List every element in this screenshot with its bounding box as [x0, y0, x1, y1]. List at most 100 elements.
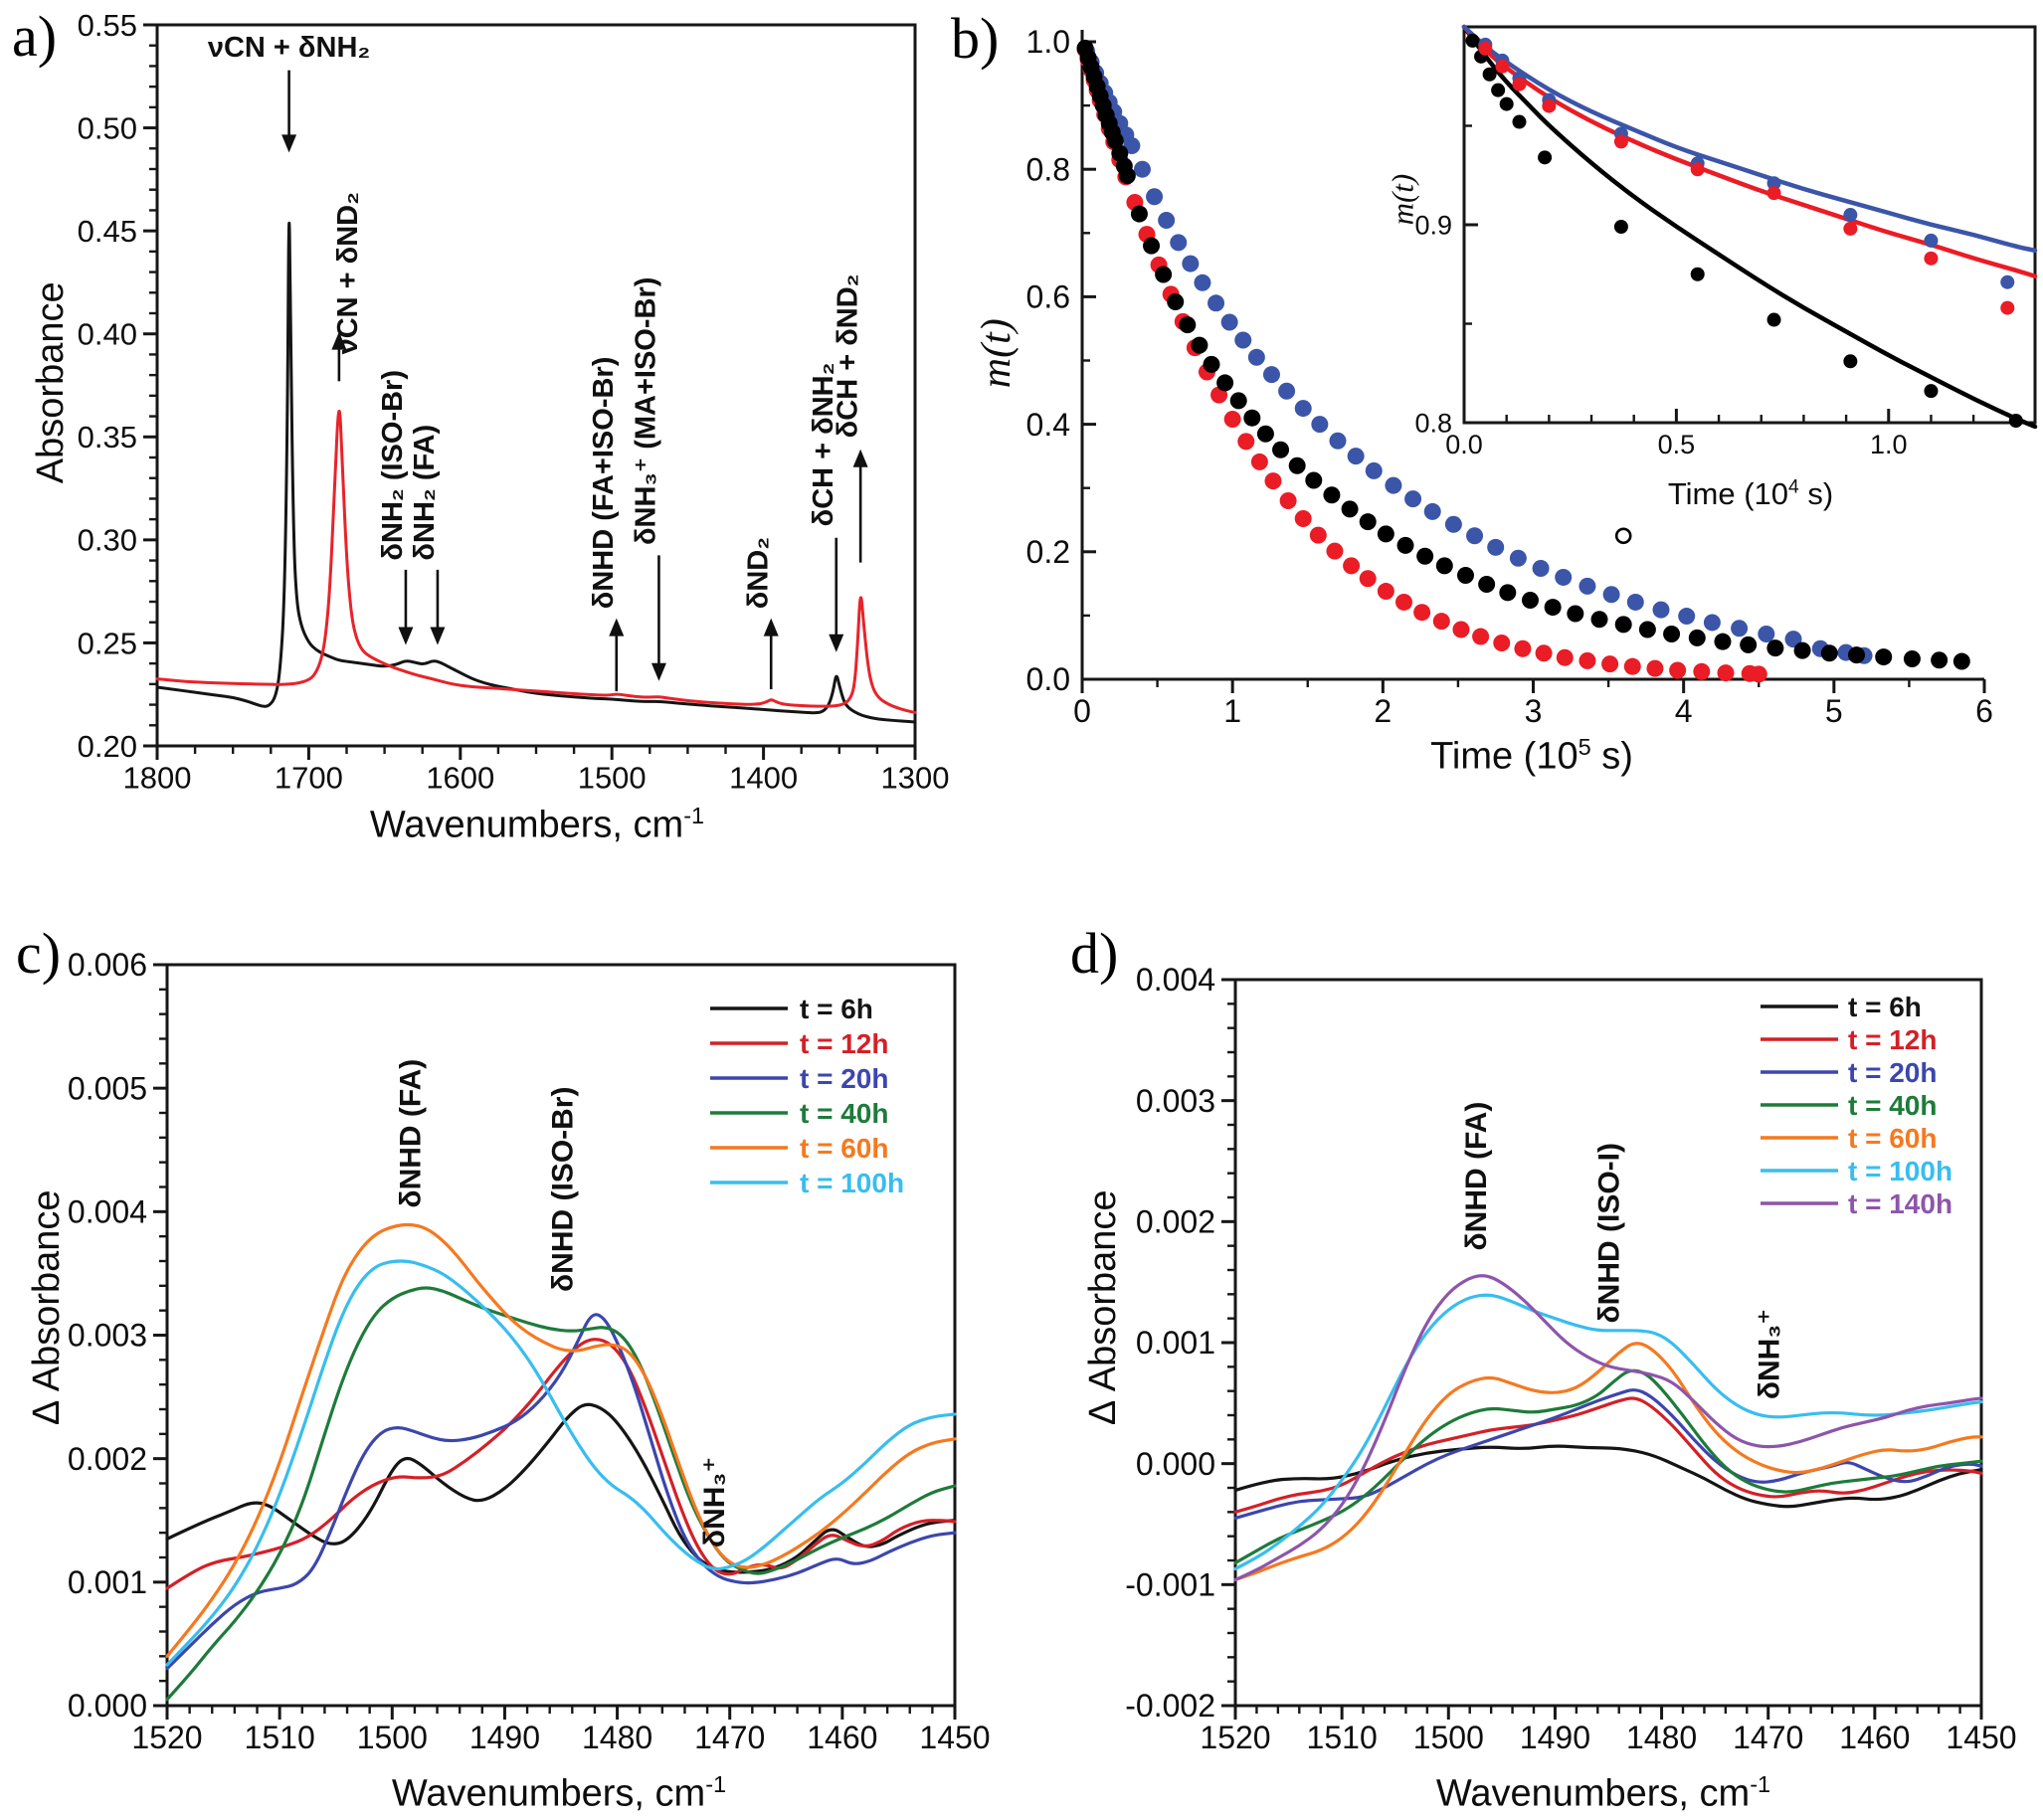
- y-tick-label: -0.002: [1125, 1688, 1215, 1724]
- legend: t = 6h t = 12h t = 20h t = 40h t = 60h t = 10…: [710, 994, 904, 1198]
- series-blue-decay-dots: [1078, 43, 1873, 664]
- series-black-inset-dots: [1465, 33, 2023, 429]
- data-point: [1311, 416, 1329, 434]
- data-point: [1638, 621, 1656, 638]
- y-tick-label: 0.9: [1414, 210, 1452, 240]
- data-point: [1952, 652, 1970, 670]
- xlabel-c-sup: -1: [705, 1771, 727, 1797]
- data-point: [1613, 134, 1628, 149]
- annotation-arrow-head: [650, 662, 666, 681]
- y-tick-label: 0.003: [68, 1318, 147, 1354]
- annotation-arrow-head: [281, 134, 297, 153]
- xlabel-d-text: Wavenumbers, cm: [1435, 1772, 1751, 1815]
- annotation-text: νCN + δNH₂: [208, 32, 370, 64]
- data-point: [2000, 274, 2015, 289]
- data-point: [1456, 567, 1474, 585]
- annotation-text: δNHD (FA): [1460, 1102, 1493, 1251]
- data-point: [1843, 208, 1858, 223]
- data-point: [1377, 583, 1394, 601]
- x-tick-label: 1490: [469, 1720, 540, 1755]
- annotation-arrow-head: [398, 627, 414, 645]
- y-tick-label: 0.20: [78, 729, 137, 764]
- legend-label: t = 20h: [800, 1063, 888, 1094]
- annotation-text: δCH + δND₂: [832, 273, 863, 438]
- data-point: [1444, 515, 1462, 533]
- xlabel-a-sup: -1: [683, 803, 705, 828]
- data-point: [1343, 557, 1361, 575]
- legend-label: t = 6h: [800, 994, 873, 1024]
- data-point: [1234, 331, 1252, 349]
- y-tick-label: 0.006: [68, 947, 147, 983]
- annotation-text: δNH₂ (FA): [409, 425, 441, 561]
- data-point: [1146, 188, 1164, 206]
- data-point: [1111, 144, 1129, 162]
- data-point: [1394, 593, 1412, 611]
- data-point: [1512, 114, 1527, 129]
- x-tick-label: 1520: [131, 1720, 202, 1755]
- x-tick-label: 0.5: [1658, 430, 1696, 459]
- panel-b-xaxis-label: Time (105 s): [1288, 733, 1775, 780]
- annotation-arrow-head: [430, 627, 446, 645]
- data-point: [1237, 433, 1255, 451]
- data-point: [1614, 527, 1632, 545]
- x-tick-label: 1450: [1946, 1720, 2016, 1755]
- data-point: [1714, 633, 1732, 650]
- y-tick-label: 0.55: [78, 8, 137, 43]
- annotation-text: δNHD (FA): [395, 1059, 428, 1208]
- data-point: [1924, 233, 1939, 248]
- series-line-black-fit: [1461, 24, 2038, 430]
- x-tick-label: 1510: [245, 1720, 315, 1755]
- series-line-t40h: [1233, 1368, 1983, 1565]
- legend-label: t = 40h: [1848, 1090, 1937, 1121]
- panel-b-group: 0 1 2 3 4 5 6 0.0 0.2 0.4 0.6 0.8 1.0 0.0 0.5 1.0 0.8 0.9: [1026, 24, 2038, 729]
- inset-background: [1462, 25, 2037, 425]
- x-tick-label: 1500: [1413, 1720, 1484, 1755]
- data-point: [1478, 41, 1493, 56]
- x-tick-label: 1400: [729, 760, 798, 795]
- y-tick-label: 0.30: [78, 523, 137, 558]
- data-point: [1740, 636, 1758, 653]
- legend-label: t = 140h: [1848, 1188, 1952, 1219]
- data-point: [1279, 492, 1297, 510]
- data-point: [1179, 316, 1197, 334]
- annotation-text: δNH₃⁺: [1753, 1309, 1785, 1399]
- x-tick-label: 5: [1825, 693, 1843, 729]
- data-point: [1385, 476, 1402, 494]
- x-tick-label: 1700: [275, 760, 343, 795]
- data-point: [1567, 605, 1584, 623]
- panel-c-group: 1520 1510 1500 1490 1480 1470 1460 1450 0.000 0.0…: [68, 947, 991, 1755]
- x-tick-label: 1510: [1307, 1720, 1378, 1755]
- x-tick-label: 1450: [919, 1720, 990, 1755]
- legend-label: t = 60h: [800, 1133, 888, 1164]
- inset-xaxis-label: Time (104 s): [1601, 475, 1900, 512]
- data-point: [1262, 366, 1280, 384]
- annotation-text: δNHD (FA+ISO-Br): [588, 357, 620, 610]
- y-tick-label: 0.002: [1136, 1204, 1215, 1240]
- y-tick-label: 0.001: [1136, 1325, 1215, 1361]
- data-point: [1288, 456, 1306, 474]
- data-point: [1924, 251, 1939, 266]
- series-line-t20h: [1233, 1388, 1983, 1521]
- data-point: [1512, 77, 1527, 91]
- data-point: [1220, 313, 1238, 331]
- data-point: [1579, 651, 1596, 669]
- data-point: [1931, 651, 1949, 669]
- data-point: [1247, 348, 1265, 366]
- data-point: [1544, 599, 1562, 617]
- data-point: [1601, 655, 1619, 673]
- data-point: [1326, 542, 1344, 560]
- data-point: [1731, 620, 1749, 637]
- data-point: [1478, 575, 1496, 593]
- series-line-t6h: [165, 1402, 957, 1574]
- panel-c-yaxis-label: Δ Absorbance: [26, 1189, 69, 1426]
- legend-label: t = 40h: [800, 1098, 888, 1129]
- data-point: [1532, 559, 1550, 577]
- data-point: [1652, 601, 1670, 619]
- data-point: [1143, 237, 1161, 255]
- data-point: [1663, 625, 1681, 642]
- data-point: [1130, 205, 1148, 223]
- x-tick-label: 3: [1525, 693, 1543, 729]
- data-point: [1614, 616, 1632, 634]
- data-point: [1256, 425, 1274, 443]
